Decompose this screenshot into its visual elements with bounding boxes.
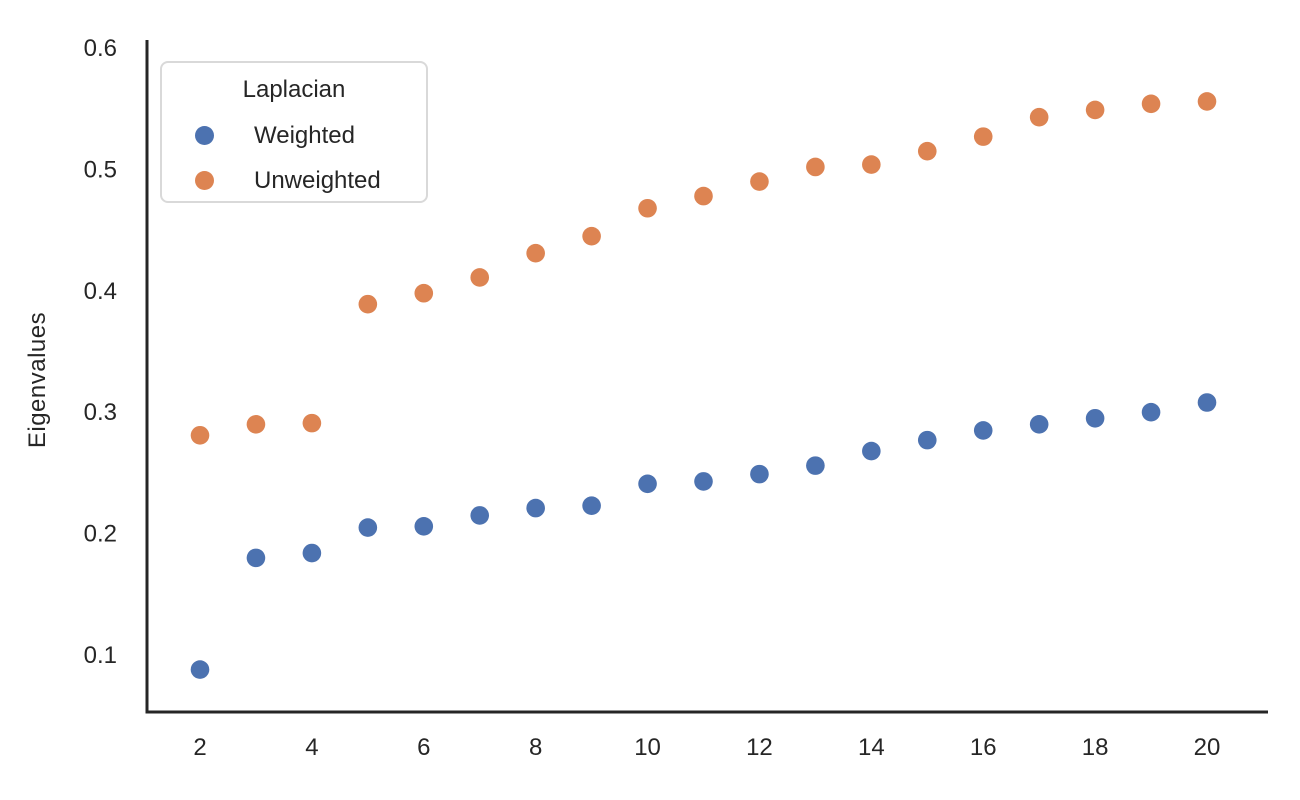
- x-tick-label: 10: [634, 734, 661, 761]
- axis-spines: [145, 40, 1268, 714]
- y-tick-label: 0.3: [84, 399, 117, 426]
- data-point-unweighted: [638, 198, 657, 218]
- x-tick-label: 12: [746, 734, 773, 761]
- scatter-points: [190, 92, 1217, 679]
- data-point-weighted: [414, 517, 434, 536]
- data-point-weighted: [638, 474, 657, 494]
- data-point-weighted: [582, 496, 601, 515]
- data-point-weighted: [190, 660, 210, 679]
- y-tick-label: 0.1: [84, 642, 117, 669]
- y-tick-label: 0.2: [84, 521, 117, 548]
- x-tick-label: 20: [1194, 734, 1221, 761]
- data-point-unweighted: [1085, 100, 1105, 120]
- data-point-weighted: [917, 430, 937, 450]
- x-tick-label: 18: [1082, 734, 1109, 761]
- data-point-weighted: [1029, 415, 1049, 434]
- data-point-weighted: [973, 421, 993, 440]
- data-point-unweighted: [973, 127, 993, 146]
- legend-row-unweighted: Unweighted: [162, 158, 426, 203]
- x-tick-label: 16: [970, 734, 997, 761]
- legend-row-weighted: Weighted: [162, 113, 426, 158]
- data-point-unweighted: [1197, 92, 1217, 111]
- x-tick-label: 8: [529, 734, 542, 761]
- y-tick-label: 0.5: [84, 156, 117, 183]
- data-point-unweighted: [358, 294, 378, 314]
- data-point-unweighted: [190, 425, 210, 445]
- data-point-unweighted: [1141, 94, 1161, 114]
- data-point-unweighted: [1029, 107, 1049, 127]
- data-point-weighted: [526, 498, 545, 518]
- y-axis-title-text: Eigenvalues: [24, 311, 51, 449]
- data-point-unweighted: [414, 283, 434, 303]
- data-point-weighted: [750, 464, 769, 484]
- legend-title: Laplacian: [242, 76, 346, 103]
- data-point-unweighted: [694, 186, 713, 206]
- data-point-weighted: [1141, 402, 1161, 422]
- y-tick-labels: 0.1 0.2 0.3 0.4 0.5 0.6: [84, 35, 117, 669]
- data-point-weighted: [1085, 408, 1105, 428]
- x-tick-label: 4: [305, 734, 318, 761]
- legend-label-unweighted: Unweighted: [254, 166, 381, 194]
- unweighted-series-swatch-icon: [195, 171, 214, 190]
- x-tick-label: 6: [417, 734, 430, 761]
- y-tick-label: 0.4: [84, 278, 117, 305]
- x-tick-label: 2: [193, 734, 206, 761]
- data-point-weighted: [302, 543, 322, 563]
- data-point-weighted: [358, 518, 378, 537]
- x-tick-labels: 2 4 6 8 10 12 14 16 18 20: [193, 734, 1220, 761]
- data-point-unweighted: [862, 155, 881, 174]
- data-point-unweighted: [750, 172, 769, 191]
- data-point-weighted: [806, 456, 825, 475]
- x-tick-label: 14: [858, 734, 885, 761]
- legend-label-weighted: Weighted: [254, 121, 355, 149]
- data-point-weighted: [246, 548, 266, 568]
- data-point-unweighted: [806, 157, 825, 177]
- data-point-unweighted: [526, 243, 545, 263]
- data-point-weighted: [862, 441, 881, 461]
- data-point-unweighted: [302, 413, 322, 433]
- data-point-weighted: [1197, 393, 1217, 412]
- data-point-unweighted: [917, 141, 937, 161]
- data-point-unweighted: [246, 415, 266, 434]
- weighted-series-swatch-icon: [195, 126, 214, 145]
- data-point-unweighted: [582, 226, 601, 246]
- data-point-weighted: [694, 472, 713, 491]
- y-tick-label: 0.6: [84, 35, 117, 62]
- legend: Laplacian Weighted Unweighted: [160, 61, 428, 203]
- data-point-weighted: [470, 506, 490, 525]
- data-point-unweighted: [470, 268, 490, 287]
